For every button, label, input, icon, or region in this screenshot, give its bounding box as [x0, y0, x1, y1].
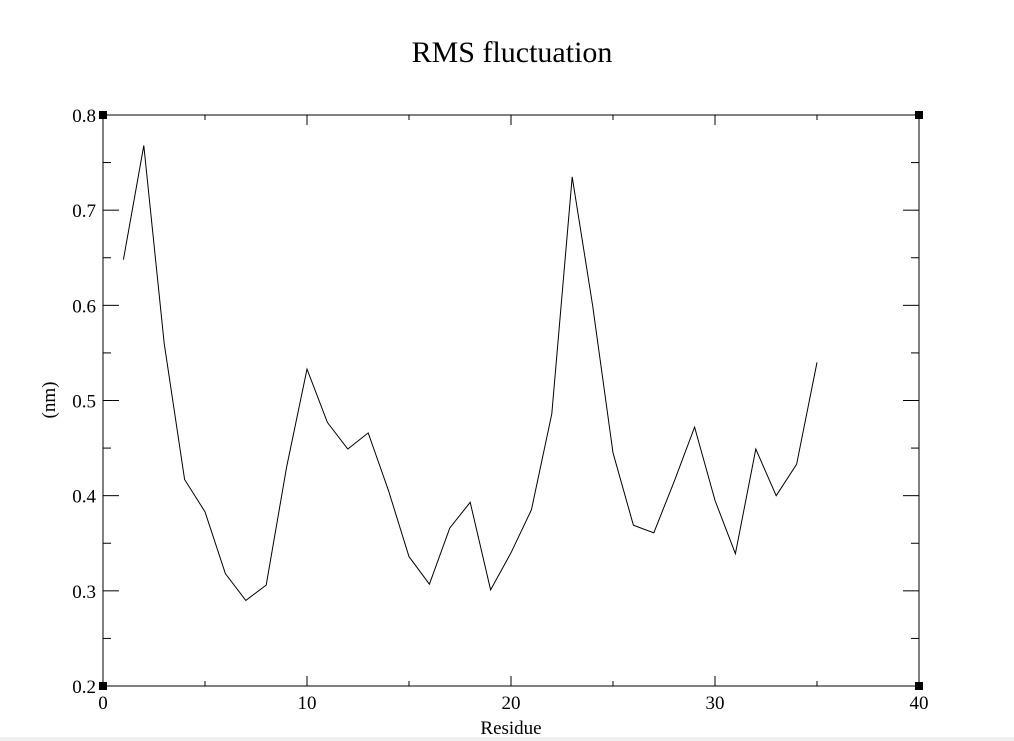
corner-handle[interactable]	[915, 682, 923, 690]
x-tick-label: 20	[502, 693, 521, 714]
corner-handle[interactable]	[99, 111, 107, 119]
x-tick-label: 30	[706, 693, 725, 714]
y-tick-label: 0.6	[72, 296, 96, 317]
x-axis-label: Residue	[480, 718, 541, 739]
y-tick-label: 0.8	[72, 106, 96, 127]
corner-handle[interactable]	[915, 111, 923, 119]
x-tick-labels: 0 10 20 30 40	[98, 693, 928, 714]
x-tick-label: 10	[298, 693, 317, 714]
y-tick-label: 0.5	[72, 392, 96, 413]
y-tick-labels: 0.2 0.3 0.4 0.5 0.6 0.7 0.8	[72, 106, 96, 698]
x-tick-label: 0	[98, 693, 108, 714]
series-line	[122, 145, 818, 602]
y-tick-label: 0.3	[72, 582, 96, 603]
axis-ticks	[102, 114, 920, 687]
y-tick-label: 0.4	[72, 487, 96, 508]
corner-handle[interactable]	[99, 682, 107, 690]
y-axis-label: (nm)	[39, 382, 60, 419]
corner-markers	[99, 111, 923, 690]
plot-frame	[102, 114, 920, 687]
y-tick-label: 0.2	[72, 677, 96, 698]
chart-title: RMS fluctuation	[412, 36, 613, 69]
x-tick-label: 40	[910, 693, 929, 714]
window-bottom-edge	[0, 737, 1014, 741]
series-layer	[122, 145, 818, 602]
y-tick-label: 0.7	[72, 201, 96, 222]
